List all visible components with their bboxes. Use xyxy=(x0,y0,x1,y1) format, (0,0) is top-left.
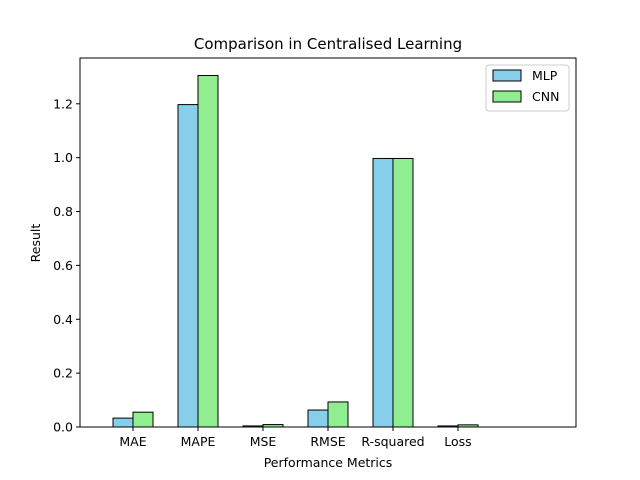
bar-cnn-rmse xyxy=(327,401,349,428)
legend-label-cnn: CNN xyxy=(532,89,559,104)
plot-frame xyxy=(79,57,577,428)
chart-title: Comparison in Centralised Learning xyxy=(194,35,462,53)
bar-cnn-mape xyxy=(197,75,219,428)
y-tick-label: 1.0 xyxy=(53,150,73,165)
bar-cnn-r-squared xyxy=(392,157,414,428)
y-tick-label: 0.0 xyxy=(53,420,73,435)
legend-label-mlp: MLP xyxy=(532,68,558,83)
y-axis-label: Result xyxy=(28,224,43,263)
x-axis-ticks: MAE MAPE MSE RMSE R-squared Loss xyxy=(119,427,472,449)
bars-group xyxy=(112,75,479,428)
y-tick-label: 0.8 xyxy=(53,204,73,219)
x-tick-label: MAE xyxy=(119,434,146,449)
bar-mlp-r-squared xyxy=(372,157,394,428)
x-tick-label: Loss xyxy=(444,434,471,449)
x-tick-label: R-squared xyxy=(361,434,424,449)
y-axis-ticks: 0.0 0.2 0.4 0.6 0.8 1.0 1.2 xyxy=(53,96,80,435)
legend-swatch-cnn xyxy=(492,90,522,103)
bar-mlp-mape xyxy=(177,104,199,428)
legend: MLP CNN xyxy=(485,64,570,112)
bar-mlp-mae xyxy=(112,417,134,428)
legend-swatch-mlp xyxy=(492,69,522,82)
y-tick-label: 0.2 xyxy=(53,366,73,381)
x-axis-label: Performance Metrics xyxy=(264,455,393,470)
x-tick-label: MAPE xyxy=(181,434,216,449)
bar-mlp-rmse xyxy=(307,409,329,428)
x-tick-label: RMSE xyxy=(310,434,345,449)
x-tick-label: MSE xyxy=(250,434,277,449)
bar-cnn-mae xyxy=(132,411,154,428)
y-tick-label: 1.2 xyxy=(53,96,73,111)
y-tick-label: 0.4 xyxy=(53,312,73,327)
y-tick-label: 0.6 xyxy=(53,258,73,273)
